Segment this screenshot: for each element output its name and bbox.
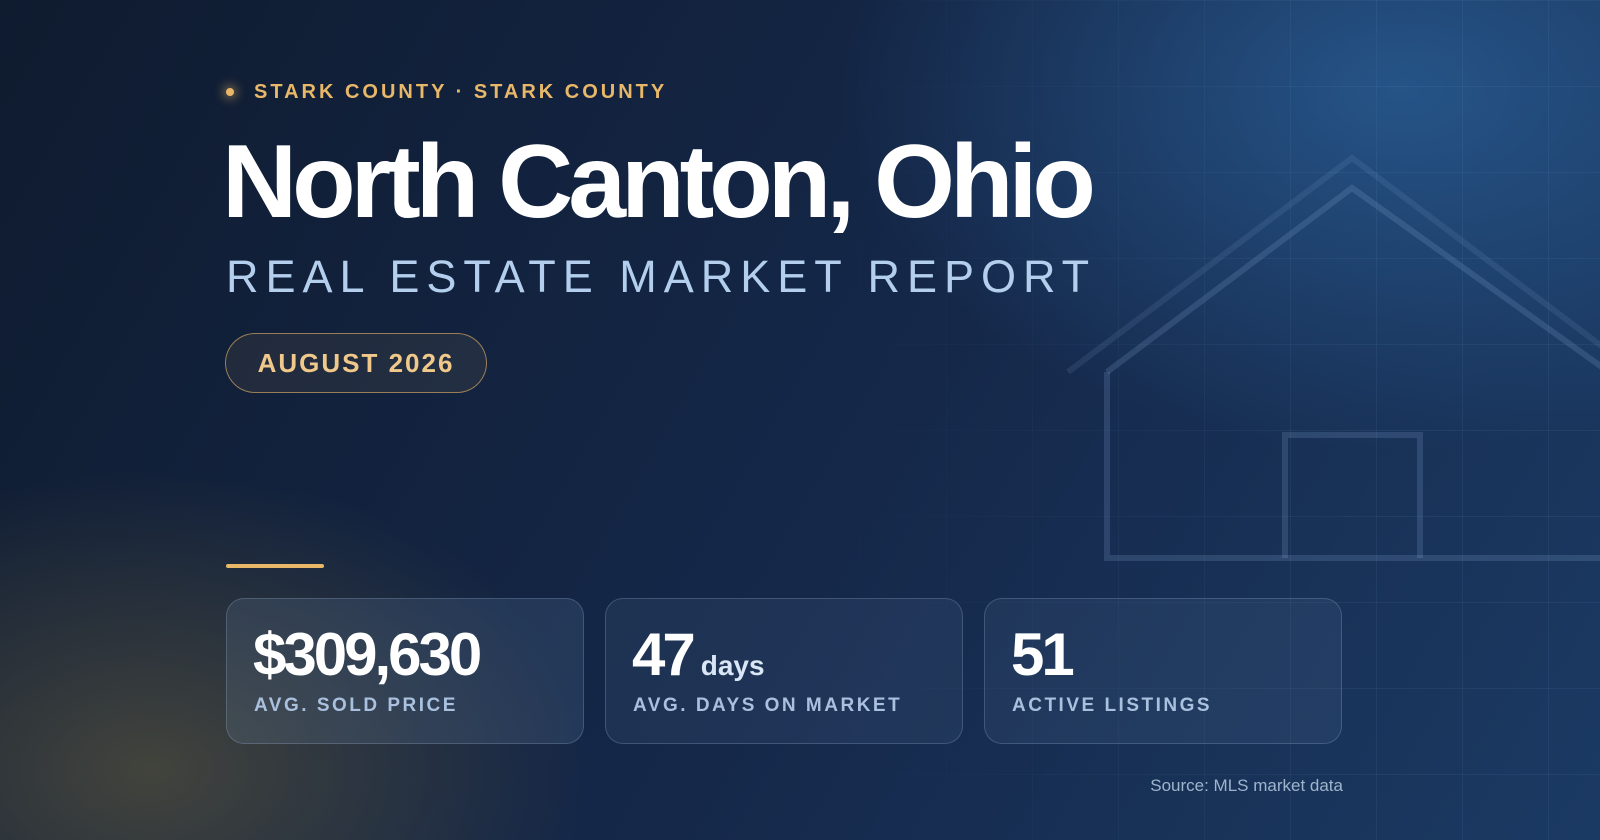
date-badge-text: AUGUST 2026: [257, 347, 455, 378]
eyebrow-dot-icon: [226, 88, 234, 96]
stat-number: $309,630: [253, 621, 482, 688]
stat-value: 51: [1011, 619, 1075, 691]
stat-unit: days: [700, 650, 765, 681]
stat-card-active-listings: 51 ACTIVE LISTINGS: [984, 598, 1342, 744]
stat-card-avg-sold-price: $309,630 AVG. SOLD PRICE: [226, 598, 584, 744]
stat-label: ACTIVE LISTINGS: [1012, 695, 1213, 716]
stat-label: AVG. SOLD PRICE: [254, 695, 458, 716]
stat-card-avg-days-on-market: 47 days AVG. DAYS ON MARKET: [605, 598, 963, 744]
stat-number: 51: [1011, 621, 1075, 688]
stat-number: 47: [632, 621, 696, 688]
eyebrow-text: STARK COUNTY · STARK COUNTY: [254, 80, 668, 103]
date-badge: AUGUST 2026: [225, 333, 487, 393]
stat-value: 47 days: [632, 619, 765, 702]
page-title: North Canton, Ohio: [222, 124, 1096, 240]
accent-divider: [226, 564, 324, 568]
stat-value: $309,630: [253, 619, 482, 691]
report-subtitle: REAL ESTATE MARKET REPORT: [226, 251, 1097, 302]
stat-label: AVG. DAYS ON MARKET: [633, 695, 903, 716]
source-note: Source: MLS market data: [1150, 776, 1343, 795]
location-eyebrow: STARK COUNTY · STARK COUNTY: [226, 80, 667, 104]
